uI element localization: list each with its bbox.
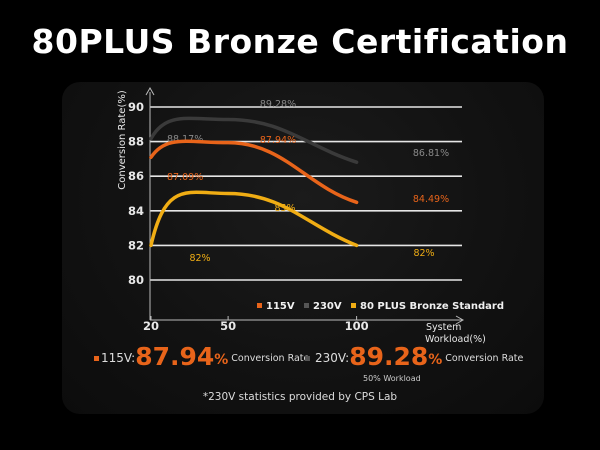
stat-115v-value: 87.94: [135, 342, 215, 371]
y-tick-label-90: 90: [128, 100, 144, 114]
series-line-115v: [149, 139, 359, 205]
y-axis-title: Conversion Rate(%): [117, 90, 128, 190]
x-tick-label-20: 20: [143, 319, 159, 333]
x-tick-label-50: 50: [220, 319, 236, 333]
stats-row: 115V: 87.94 % Conversion Rate 230V: 89.2…: [0, 340, 600, 390]
x-axis-arrow-icon: [455, 315, 465, 325]
y-tick-label-80: 80: [128, 273, 144, 287]
series-line-80-plus-bronze-standard: [149, 190, 359, 248]
stat-230v-caption: Conversion Rate: [445, 353, 524, 364]
data-label-115v-20: 87.09%: [167, 172, 203, 183]
data-label-80-plus-bronze-standard-100: 82%: [413, 248, 434, 259]
page-title: 80PLUS Bronze Certification: [31, 22, 569, 61]
x-axis-title-line-2: Workload(%): [425, 334, 486, 345]
stat-115v-unit: %: [214, 352, 229, 368]
legend-swatch-80-plus-bronze-standard: [351, 303, 356, 308]
data-label-115v-50: 87.94%: [260, 135, 296, 146]
y-tick-label-82: 82: [128, 238, 144, 252]
legend-swatch-115v: [257, 303, 262, 308]
legend-label-80-plus-bronze-standard: 80 PLUS Bronze Standard: [360, 301, 504, 312]
legend-label-230v: 230V: [313, 301, 342, 312]
legend-swatch-230v: [304, 303, 309, 308]
y-tick-label-88: 88: [128, 135, 144, 149]
legend-label-115v: 115V: [266, 301, 295, 312]
y-tick-label-86: 86: [128, 169, 144, 183]
stat-230v-label: 230V:: [315, 351, 350, 365]
data-label-230v-50: 89.28%: [260, 99, 296, 110]
stat-230v-value: 89.28: [349, 342, 429, 371]
stat-230v: 230V: 89.28 % Conversion Rate: [305, 344, 523, 369]
x-tick-label-100: 100: [345, 319, 369, 333]
y-axis-arrow-icon: [145, 86, 155, 96]
data-label-230v-100: 86.81%: [413, 148, 449, 159]
square-115v-icon: [94, 356, 99, 361]
stat-230v-unit: %: [428, 352, 443, 368]
data-label-115v-100: 84.49%: [413, 194, 449, 205]
footnote: *230V statistics provided by CPS Lab: [202, 391, 398, 403]
x-axis-title-line-1: System: [426, 322, 461, 333]
y-tick-label-84: 84: [128, 204, 144, 218]
stat-115v-caption: Conversion Rate: [231, 353, 310, 364]
square-230v-icon: [305, 356, 310, 361]
stat-115v-label: 115V:: [101, 351, 136, 365]
data-label-80-plus-bronze-standard-50: 85%: [274, 203, 295, 214]
data-label-80-plus-bronze-standard-20: 82%: [189, 253, 210, 264]
stat-115v: 115V: 87.94 % Conversion Rate: [94, 344, 309, 369]
stat-230v-workload: 50% Workload: [363, 374, 421, 383]
data-label-230v-20: 88.17%: [167, 134, 203, 145]
series-line-230v: [149, 116, 359, 164]
